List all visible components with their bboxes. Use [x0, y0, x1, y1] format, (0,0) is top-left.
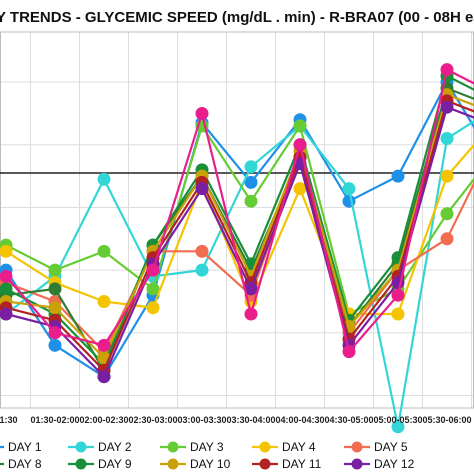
- legend-label: DAY 4: [282, 440, 316, 454]
- data-point[interactable]: [391, 288, 405, 302]
- legend-label: DAY 10: [190, 457, 231, 471]
- data-point[interactable]: [48, 338, 62, 352]
- legend-item[interactable]: DAY 4: [252, 440, 316, 454]
- data-point[interactable]: [97, 370, 111, 384]
- data-point[interactable]: [244, 307, 258, 321]
- chart-title: Y TRENDS - GLYCEMIC SPEED (mg/dL . min) …: [0, 9, 474, 26]
- data-point[interactable]: [48, 263, 62, 277]
- series-group: [0, 63, 474, 434]
- x-tick-label: 02:00-02:30: [79, 415, 128, 425]
- legend-item[interactable]: DAY 11: [252, 457, 322, 471]
- data-point[interactable]: [195, 106, 209, 120]
- legend-item[interactable]: DAY 8: [0, 457, 42, 471]
- legend-item[interactable]: DAY 5: [344, 440, 408, 454]
- legend-item[interactable]: DAY 3: [160, 440, 224, 454]
- legend-label: DAY 2: [98, 440, 132, 454]
- x-tick-label: 03:00-03:30: [177, 415, 226, 425]
- legend-label: DAY 9: [98, 457, 132, 471]
- data-point[interactable]: [195, 182, 209, 196]
- x-tick-label: 02:30-03:00: [128, 415, 177, 425]
- legend-label: DAY 1: [8, 440, 42, 454]
- legend-item[interactable]: DAY 10: [160, 457, 231, 471]
- legend-swatch-marker: [259, 441, 271, 453]
- legend-swatch-marker: [351, 458, 363, 470]
- data-point[interactable]: [244, 175, 258, 189]
- data-point[interactable]: [146, 282, 160, 296]
- data-point[interactable]: [440, 207, 454, 221]
- x-tick-label: 04:00-04:30: [275, 415, 324, 425]
- data-point[interactable]: [440, 100, 454, 114]
- data-point[interactable]: [48, 326, 62, 340]
- legend-swatch-marker: [75, 441, 87, 453]
- x-tick-label: 05:30-06:00: [422, 415, 471, 425]
- legend-label: DAY 5: [374, 440, 408, 454]
- data-point[interactable]: [48, 301, 62, 315]
- data-point[interactable]: [97, 294, 111, 308]
- legend-item[interactable]: DAY 9: [68, 457, 132, 471]
- grid: [0, 31, 474, 409]
- legend-swatch-marker: [259, 458, 271, 470]
- legend-swatch-marker: [167, 441, 179, 453]
- data-point[interactable]: [342, 182, 356, 196]
- data-point[interactable]: [0, 269, 13, 283]
- legend-swatch-marker: [75, 458, 87, 470]
- x-tick-label: 01:30: [0, 415, 18, 425]
- data-point[interactable]: [195, 244, 209, 258]
- legend-label: DAY 11: [282, 457, 322, 471]
- data-point[interactable]: [293, 138, 307, 152]
- legend-item[interactable]: DAY 2: [68, 440, 132, 454]
- data-point[interactable]: [48, 282, 62, 296]
- data-point[interactable]: [0, 244, 13, 258]
- data-point[interactable]: [97, 172, 111, 186]
- x-tick-label: 01:30-02:00: [30, 415, 79, 425]
- data-point[interactable]: [293, 119, 307, 133]
- data-point[interactable]: [146, 301, 160, 315]
- data-point[interactable]: [0, 282, 13, 296]
- data-point[interactable]: [146, 263, 160, 277]
- data-point[interactable]: [391, 307, 405, 321]
- data-point[interactable]: [342, 345, 356, 359]
- legend-label: DAY 3: [190, 440, 224, 454]
- legend-item[interactable]: DAY 1: [0, 440, 42, 454]
- data-point[interactable]: [440, 232, 454, 246]
- data-point[interactable]: [293, 182, 307, 196]
- data-point[interactable]: [391, 169, 405, 183]
- series-unnamed-10: [0, 63, 474, 359]
- legend: DAY 1 DAY 2 DAY 3 DAY 4 DAY 5 DAY 8 DAY 9 DAY 1…: [0, 440, 415, 471]
- legend-label: DAY 8: [8, 457, 42, 471]
- data-point[interactable]: [195, 263, 209, 277]
- data-point[interactable]: [97, 244, 111, 258]
- data-point[interactable]: [391, 420, 405, 434]
- data-point[interactable]: [0, 307, 13, 321]
- data-point[interactable]: [244, 282, 258, 296]
- legend-label: DAY 12: [374, 457, 415, 471]
- x-tick-label: 05:00-05:30: [373, 415, 422, 425]
- legend-swatch-marker: [167, 458, 179, 470]
- legend-item[interactable]: DAY 12: [344, 457, 415, 471]
- x-tick-labels: 01:3001:30-02:0002:00-02:3002:30-03:0003…: [0, 415, 472, 425]
- legend-swatch-marker: [351, 441, 363, 453]
- x-tick-label: 03:30-04:00: [226, 415, 275, 425]
- data-point[interactable]: [440, 132, 454, 146]
- data-point[interactable]: [244, 194, 258, 208]
- data-point[interactable]: [244, 160, 258, 174]
- data-point[interactable]: [97, 338, 111, 352]
- data-point[interactable]: [440, 63, 454, 77]
- x-tick-label: 04:30-05:00: [324, 415, 373, 425]
- data-point[interactable]: [440, 169, 454, 183]
